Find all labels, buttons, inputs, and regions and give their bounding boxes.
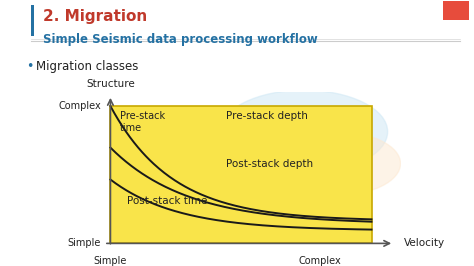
- Text: Post-stack depth: Post-stack depth: [227, 159, 314, 169]
- Text: Complex: Complex: [58, 101, 101, 111]
- Text: Simple: Simple: [67, 238, 101, 248]
- Text: 2. Migration: 2. Migration: [43, 9, 147, 24]
- Text: Pre-stack
time: Pre-stack time: [120, 111, 165, 133]
- Circle shape: [220, 90, 388, 173]
- Text: Pre-stack depth: Pre-stack depth: [227, 111, 309, 121]
- FancyBboxPatch shape: [443, 1, 469, 20]
- Text: Simple Seismic data processing workflow: Simple Seismic data processing workflow: [43, 33, 318, 46]
- Text: Complex: Complex: [299, 256, 341, 266]
- Text: Simple: Simple: [94, 256, 127, 266]
- Bar: [110, 106, 372, 243]
- Text: •: •: [26, 60, 34, 73]
- Text: Velocity: Velocity: [404, 238, 445, 248]
- Circle shape: [272, 132, 401, 196]
- Text: Post-stack time: Post-stack time: [127, 196, 207, 206]
- FancyBboxPatch shape: [31, 5, 34, 36]
- Text: Structure: Structure: [86, 78, 135, 89]
- Text: Migration classes: Migration classes: [36, 60, 138, 73]
